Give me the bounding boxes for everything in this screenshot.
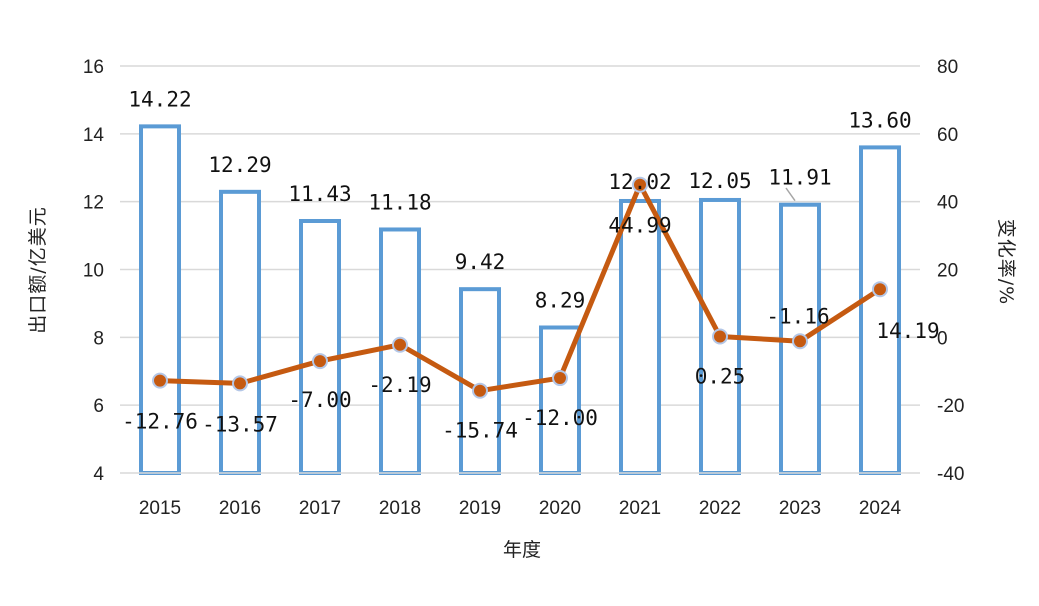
line-point-2023 xyxy=(792,333,808,350)
bar-2024 xyxy=(859,145,901,475)
line-point-2024 xyxy=(872,281,888,298)
line-value-label-2024: 14.19 xyxy=(876,319,939,343)
bar-value-label-2020: 8.29 xyxy=(535,288,586,312)
line-path xyxy=(159,182,882,394)
line-value-label-2018: -2.19 xyxy=(368,373,431,397)
x-tick-label-2022: 2022 xyxy=(699,498,741,519)
x-tick-label-2018: 2018 xyxy=(379,498,421,519)
line-value-label-2020: -12.00 xyxy=(522,406,598,430)
x-axis-title: 年度 xyxy=(503,539,541,561)
line-point-2021 xyxy=(632,176,648,193)
bar-value-label-2022: 12.05 xyxy=(688,169,751,193)
y2-tick-label-80: 80 xyxy=(937,57,958,78)
x-axis: 2015 2016 2017 2018 2019 2020 2021 2022 2023 2024 xyxy=(120,472,920,519)
x-tick-label-2023: 2023 xyxy=(779,498,821,519)
y2-tick-label-20: 20 xyxy=(937,261,958,282)
bar-2016 xyxy=(219,189,261,475)
line-point-2018 xyxy=(392,336,408,353)
line-value-label-2019: -15.74 xyxy=(442,419,518,443)
line-point-2020 xyxy=(552,370,568,387)
bar-2017 xyxy=(299,218,341,475)
y-tick-label-6: 6 xyxy=(93,396,104,417)
bar-2021 xyxy=(619,198,661,475)
data-labels: 14.22 12.29 11.43 11.18 9.42 8.29 12.02 12.05 11… xyxy=(122,87,940,442)
line-point-2017 xyxy=(312,353,328,370)
y-tick-label-14: 14 xyxy=(83,125,105,146)
leader-line-2023 xyxy=(785,187,796,202)
y-axis-title: 出口额/亿美元 xyxy=(27,206,49,333)
y-tick-label-4: 4 xyxy=(93,464,104,485)
y-axis-left: 4 6 8 10 12 14 16 xyxy=(83,57,105,485)
x-tick-label-2016: 2016 xyxy=(219,498,261,519)
line-value-label-2016: -13.57 xyxy=(202,412,278,436)
y2-tick-label-40: 40 xyxy=(937,193,958,214)
bar-value-label-2015: 14.22 xyxy=(128,87,191,111)
x-tick-label-2024: 2024 xyxy=(859,498,902,519)
x-tick-label-2017: 2017 xyxy=(299,498,341,519)
y-tick-label-16: 16 xyxy=(83,57,104,78)
line-point-2016 xyxy=(232,375,248,392)
line-series xyxy=(152,176,888,399)
x-tick-label-2020: 2020 xyxy=(539,498,581,519)
line-value-label-2021: 44.99 xyxy=(608,214,671,238)
y2-axis-title: 变化率/% xyxy=(995,219,1017,305)
line-point-2022 xyxy=(712,328,728,345)
y2-tick-label-0: 0 xyxy=(937,328,948,349)
line-value-label-2017: -7.00 xyxy=(288,388,351,412)
bar-value-label-2018: 11.18 xyxy=(368,190,431,214)
y-tick-label-8: 8 xyxy=(93,328,104,349)
line-value-label-2015: -12.76 xyxy=(122,410,198,434)
x-tick-label-2019: 2019 xyxy=(459,498,501,519)
y-tick-label-10: 10 xyxy=(83,261,104,282)
bar-value-label-2016: 12.29 xyxy=(208,153,271,177)
bar-value-label-2019: 9.42 xyxy=(455,250,506,274)
bar-value-label-2021: 12.02 xyxy=(608,170,671,194)
x-tick-label-2021: 2021 xyxy=(619,498,661,519)
bar-value-label-2023: 11.91 xyxy=(768,166,831,190)
line-value-label-2023: -1.16 xyxy=(766,304,829,328)
line-point-2015 xyxy=(152,372,168,389)
line-point-2019 xyxy=(472,382,488,399)
y2-tick-label--20: -20 xyxy=(937,396,964,417)
line-value-label-2022: 0.25 xyxy=(695,364,746,388)
y2-tick-label-60: 60 xyxy=(937,125,958,146)
x-tick-label-2015: 2015 xyxy=(139,498,181,519)
bar-value-label-2017: 11.43 xyxy=(288,182,351,206)
y-tick-label-12: 12 xyxy=(83,193,104,214)
y2-tick-label--40: -40 xyxy=(937,464,964,485)
y-axis-right: -40 -20 0 20 40 60 80 xyxy=(937,57,964,485)
bar-value-label-2024: 13.60 xyxy=(848,108,911,132)
